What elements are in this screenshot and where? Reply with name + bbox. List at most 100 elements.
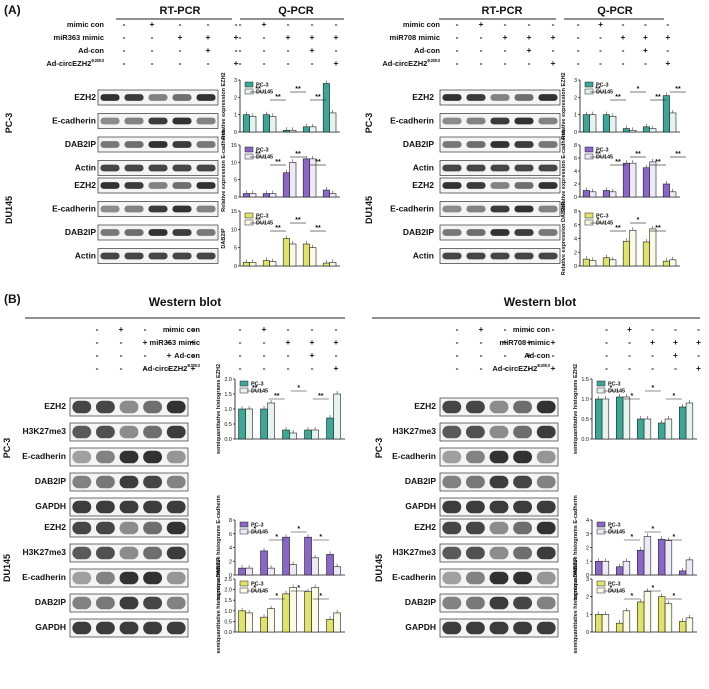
chart-7: 0 2 4 6 8 semiquantitative histograms E-cadhe…	[216, 495, 345, 600]
chart-6-ylabel: semiquantitative histograms EZH2	[216, 364, 222, 454]
tr-sign-1-2: +	[503, 32, 508, 42]
pcr-tr-pc3-blot-3-band-0	[442, 164, 462, 172]
chart-0-sig-0: **	[255, 86, 261, 93]
tl-label-1: miR363 mimic	[54, 33, 104, 42]
chart-3-bar-1-3	[649, 128, 657, 133]
wb-br-pc3-blot-4-band-2	[489, 500, 509, 514]
chart-6-bar-1-3	[311, 429, 319, 440]
wb-bl-pc3-blot-2-band-3	[143, 450, 163, 464]
wb-bl-pc3-blot-2-band-1	[95, 450, 115, 464]
chart-10-ytick-label-2: 2	[586, 546, 589, 552]
pcr-tr-pc3-blot-1-band-1	[466, 117, 486, 125]
wb-br-pc3-blot-3-band-3	[513, 475, 533, 489]
chart-1-legend-swatch-1	[244, 153, 254, 160]
chart-10-bar-1-3	[664, 540, 673, 576]
bl-sign-2-0: -	[96, 350, 99, 360]
br-label-2: Ad-con	[524, 351, 550, 360]
wb-br-pc3-blot-2-band-0	[442, 450, 462, 464]
wb-br-pc3-blot-1-band-4	[536, 425, 556, 439]
chart-5-bar-0-0	[582, 258, 590, 267]
tl-label-0: mimic con	[67, 20, 105, 29]
bl-label-2: Ad-con	[174, 351, 200, 360]
wb-br-du-blot-1-band-2	[489, 546, 509, 560]
tl-sign-2-4: -	[235, 45, 238, 55]
chart-1-ytick-label-1: 5	[234, 178, 237, 184]
chart-0-bar-1-1	[269, 116, 277, 133]
wb-bl-du-blot-4-band-3	[143, 621, 163, 635]
chart-1-ytick-label-3: 15	[231, 143, 237, 149]
chart-5-bar-1-4	[669, 259, 677, 267]
chart-6-ytick-label-2: 1.0	[224, 407, 232, 413]
chart-1-bar-0-4	[322, 189, 330, 198]
chart-11-ytick-label-3: 3	[586, 577, 589, 583]
wb-br-pc3-blot-0-band-4	[536, 400, 556, 414]
chart-5-ytick-label-3: 6	[574, 223, 577, 229]
wb-br-pc3-blot-2-band-4	[536, 450, 556, 464]
wb-bl-pc3-blot-0-band-0	[72, 400, 92, 414]
chart-0-bar-1-3	[309, 126, 317, 133]
wb-bl-pc3-blot-4-band-1	[95, 500, 115, 514]
chart-11-bar-1-3	[664, 603, 673, 633]
chart-3-bar-1-0	[589, 114, 597, 133]
tr-sign-3-4: +	[665, 58, 670, 68]
chart-4-sig-4: **	[675, 151, 681, 158]
tl-sign-3-4: +	[334, 58, 339, 68]
tl-sign-1-2: +	[178, 32, 183, 42]
pcr-tl-pc3-blot-3-band-3	[172, 164, 192, 172]
bl-sign-2-2: -	[144, 350, 147, 360]
tr-label-1: miR708 mimic	[390, 33, 440, 42]
bl-sign-1-2: +	[286, 337, 291, 347]
wb-br-du-gene-label-2: E-cadherin	[392, 572, 436, 582]
chart-9-legend-swatch-0	[596, 380, 606, 387]
pcr-tl-du-blot-0-band-2	[148, 182, 168, 189]
chart-6-bar-1-2	[289, 432, 297, 440]
chart-6-bar-0-1	[260, 408, 268, 440]
pcr-tr-pc3-blot-3-band-3	[514, 164, 534, 172]
chart-11-bar-0-4	[679, 621, 687, 633]
pcr-tl-pc3-blot-3-band-1	[124, 164, 144, 172]
chart-10-ylabel: semiquantitative histograms E-cadherin	[573, 495, 579, 600]
bl-sign-3-0: -	[96, 363, 99, 373]
wb-bl-pc3-blot-4-band-2	[119, 500, 139, 514]
chart-6-ytick-label-4: 2.0	[224, 377, 232, 383]
br-sign-2-3: +	[527, 350, 532, 360]
tl-sign-1-0: -	[239, 32, 242, 42]
cell-label-wb-bl-du: DU145	[2, 554, 12, 582]
pcr-tl-du-blot-3-band-1	[124, 252, 144, 260]
chart-0-bar-0-0	[242, 114, 250, 133]
bl-sign-1-0: -	[239, 337, 242, 347]
chart-4-sig-3: **	[655, 159, 661, 166]
chart-6-bar-1-4	[333, 393, 341, 440]
pcr-tl-pc3-blot-3-band-4	[196, 164, 216, 172]
pcr-tl-du-blot-1-band-4	[196, 205, 216, 213]
pcr-tr-du-blot-0-band-3	[514, 182, 534, 189]
chart-7-legend-swatch-0	[239, 521, 249, 528]
chart-10-ytick-label-1: 1	[586, 559, 589, 565]
chart-4-legend-label-1: DU145	[596, 155, 613, 161]
chart-8-ytick-label-4: 2.0	[224, 588, 232, 594]
pcr-tr-pc3-blot-1-band-3	[514, 117, 534, 125]
chart-10-bar-1-2	[643, 536, 652, 576]
br-sign-3-3: -	[674, 363, 677, 373]
chart-11: 0 1 2 3 semiquantitative histograms DAB2IP PC…	[573, 557, 697, 654]
chart-2-ytick-label-0: 0	[234, 264, 237, 270]
chart-4-ytick-label-3: 6	[574, 156, 577, 162]
wb-br-du-blot-3-band-2	[489, 596, 509, 610]
tr-sign-0-2: -	[622, 19, 625, 29]
pcr-tl-du-gene-label-0: EZH2	[74, 180, 96, 190]
br-sign-2-1: -	[480, 350, 483, 360]
wb-br-du-blot-1-band-1	[465, 546, 485, 560]
tr-label-3: Ad-circEZH2E2/E3	[382, 58, 440, 68]
wb-bl-pc3-blot-1-band-2	[119, 425, 139, 439]
panel-label-b: (B)	[4, 292, 21, 306]
chart-4-bar-0-1	[602, 190, 610, 198]
chart-0-ytick-label-2: 2	[234, 95, 237, 101]
pcr-tl-du-blot-3-band-2	[148, 252, 168, 260]
chart-1-bar-1-1	[269, 193, 277, 198]
pcr-tl-pc3-blot-1-band-1	[124, 117, 144, 125]
chart-2-bar-0-2	[282, 238, 290, 267]
tl-sign-2-4: -	[335, 45, 338, 55]
pcr-tr-du-blot-3-band-2	[490, 252, 510, 260]
chart-11-bar-0-2	[637, 601, 645, 633]
